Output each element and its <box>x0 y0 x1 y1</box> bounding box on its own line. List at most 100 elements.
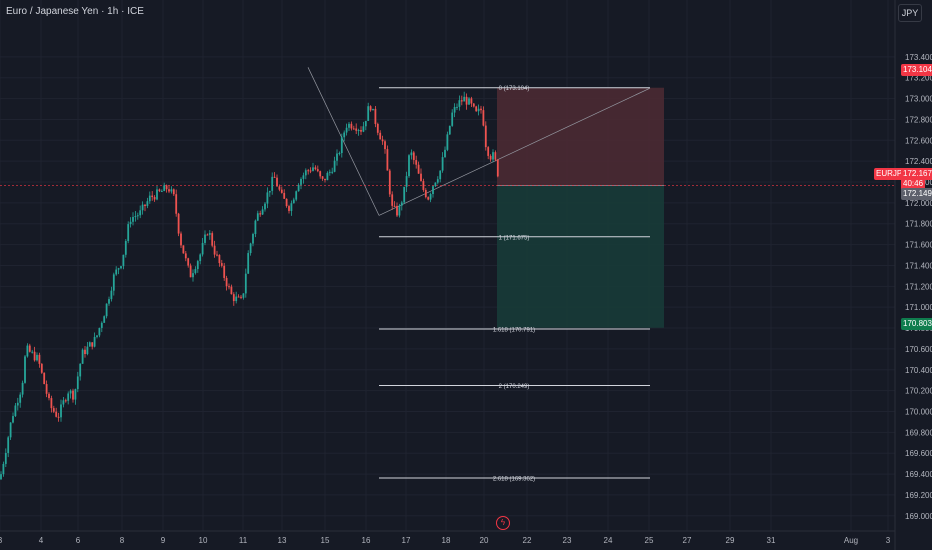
candle-body <box>465 96 468 105</box>
y-tick-label: 170.600 <box>905 345 932 354</box>
candle-body <box>136 215 139 217</box>
candle-body <box>400 202 403 206</box>
candle-body <box>177 213 180 234</box>
candle-body <box>91 342 94 347</box>
x-tick-label: 15 <box>321 536 330 545</box>
y-tick-label: 172.600 <box>905 136 932 145</box>
chart-title: Euro / Japanese Yen · 1h · ICE <box>6 6 144 17</box>
currency-button[interactable]: JPY <box>898 4 922 22</box>
candle-body <box>100 322 103 328</box>
candle-body <box>434 182 437 187</box>
fib-level-label: 2 (170.249) <box>499 384 530 390</box>
candle-body <box>201 242 204 255</box>
candle-body <box>362 126 365 132</box>
candle-body <box>60 404 62 418</box>
trend-lines <box>0 67 895 216</box>
candle-body <box>307 170 310 172</box>
candle-body <box>261 209 264 215</box>
candle-body <box>412 152 415 161</box>
candle-body <box>436 179 439 183</box>
candle-body <box>122 254 125 267</box>
candle-body <box>242 293 245 298</box>
y-tick-label: 169.400 <box>905 470 932 479</box>
candle-body <box>468 98 470 105</box>
candle-body <box>129 221 132 225</box>
candle-body <box>158 189 161 192</box>
candle-body <box>134 216 137 218</box>
symbol-tag: EURJPY <box>874 168 910 180</box>
candle-body <box>247 253 250 274</box>
candle-body <box>153 197 156 200</box>
candle-body <box>348 123 350 128</box>
lightning-icon[interactable]: ϟ <box>496 516 510 530</box>
candle-body <box>396 205 398 216</box>
candle-body <box>326 172 329 181</box>
candle-body <box>489 155 492 160</box>
candle-body <box>393 205 396 207</box>
y-tick-label: 170.000 <box>905 407 932 416</box>
candle-body <box>72 390 74 400</box>
candle-body <box>156 189 158 200</box>
y-tick-label: 169.000 <box>905 512 932 521</box>
candle-body <box>160 191 163 193</box>
candle-body <box>264 203 266 210</box>
stop-loss-zone <box>497 87 664 186</box>
candle-body <box>220 263 223 266</box>
candle-body <box>463 96 466 102</box>
candle-body <box>141 204 144 211</box>
candle-body <box>124 240 127 255</box>
candle-body <box>244 273 247 294</box>
candle-body <box>225 277 228 287</box>
candle-body <box>448 125 451 135</box>
y-tick-label: 171.000 <box>905 303 932 312</box>
candle-body <box>444 149 446 158</box>
candle-body <box>211 233 214 246</box>
candle-body <box>415 160 418 165</box>
x-tick-label: 22 <box>523 536 532 545</box>
prev-close-tag: 172.149 <box>901 188 932 200</box>
candle-body <box>268 190 271 193</box>
candle-body <box>182 245 185 254</box>
candle-body <box>352 128 355 130</box>
countdown-tag: 40:46 <box>901 178 926 190</box>
candle-body <box>187 258 190 266</box>
candle-body <box>67 393 70 401</box>
candle-body <box>45 384 48 394</box>
candle-body <box>48 393 50 399</box>
candle-body <box>494 152 497 160</box>
y-tick-label: 171.200 <box>905 282 932 291</box>
y-tick-label: 172.800 <box>905 115 932 124</box>
candle-body <box>139 210 142 216</box>
candle-body <box>254 220 257 235</box>
x-tick-label: 31 <box>767 536 776 545</box>
candle-body <box>420 173 422 182</box>
candle-body <box>496 159 499 177</box>
candle-body <box>252 234 254 244</box>
y-tick-label: 171.600 <box>905 241 932 250</box>
y-tick-label: 173.200 <box>905 74 932 83</box>
x-tick-label: 3 <box>886 536 891 545</box>
fib-level-label: 2.618 (169.362) <box>493 477 535 483</box>
candle-body <box>319 171 322 177</box>
candle-body <box>285 198 288 207</box>
candle-body <box>424 189 427 198</box>
candle-body <box>33 351 36 361</box>
target-price-tag: 170.803 <box>901 318 932 330</box>
candle-body <box>367 106 370 121</box>
candle-body <box>278 186 281 190</box>
candle-body <box>213 245 216 255</box>
x-tick-label: 29 <box>726 536 735 545</box>
candle-body <box>228 286 230 288</box>
candle-body <box>259 213 262 215</box>
candle-body <box>64 400 67 402</box>
candle-body <box>472 103 475 107</box>
candle-body <box>357 130 360 132</box>
candle-body <box>172 189 175 195</box>
candle-body <box>379 132 382 140</box>
candle-body <box>110 290 113 300</box>
y-tick-label: 171.800 <box>905 220 932 229</box>
candle-body <box>28 345 31 352</box>
candle-body <box>350 123 353 129</box>
